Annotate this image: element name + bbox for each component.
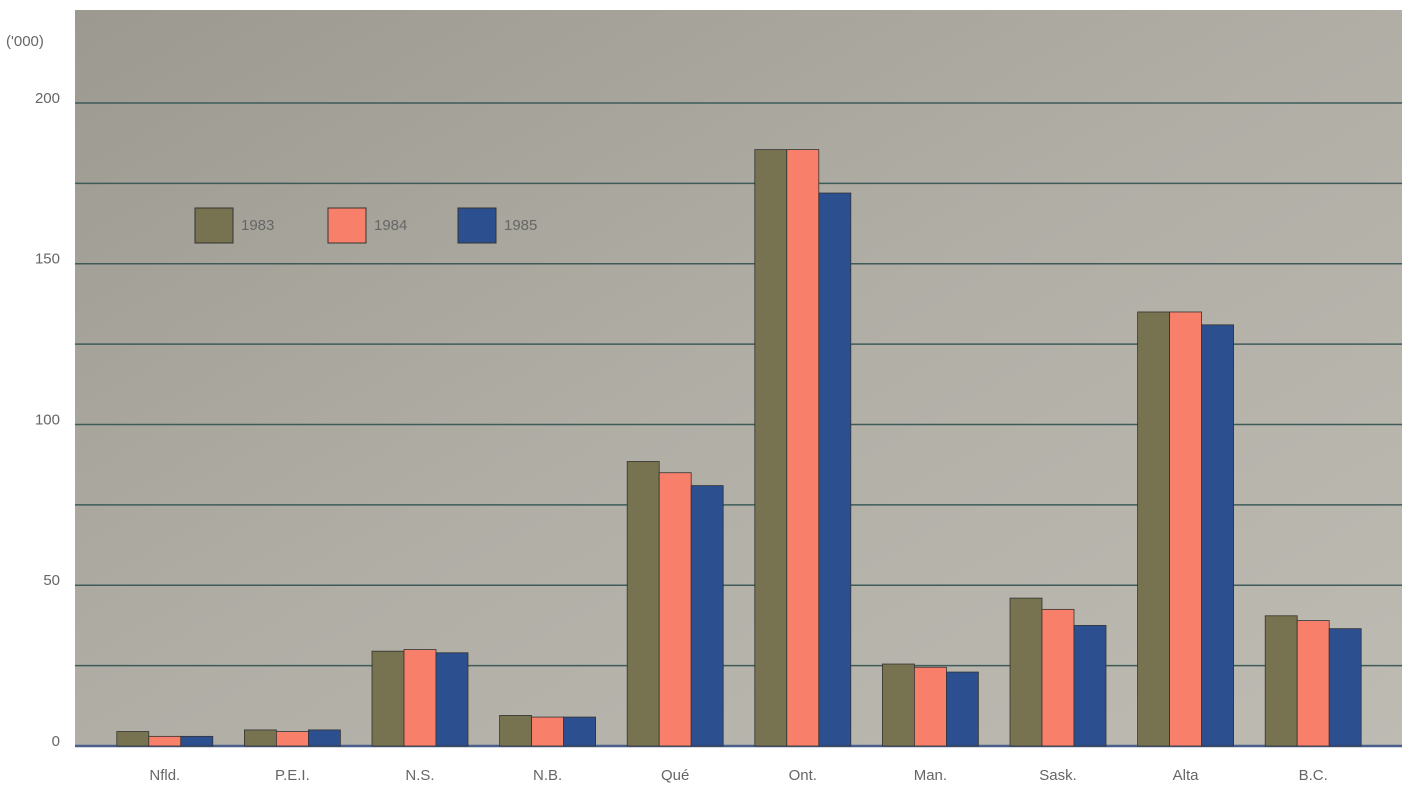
bar xyxy=(946,671,979,747)
bar xyxy=(499,715,533,747)
legend-swatch xyxy=(457,207,497,244)
bar xyxy=(116,731,150,747)
x-tick-label: N.S. xyxy=(405,767,434,784)
bar xyxy=(1264,615,1298,747)
y-tick-label: 50 xyxy=(43,572,60,589)
bar xyxy=(435,652,469,747)
bar xyxy=(882,663,915,747)
bar xyxy=(818,192,852,747)
bar xyxy=(626,461,660,747)
bar xyxy=(754,149,788,747)
legend-swatch xyxy=(327,207,367,244)
bar xyxy=(914,666,947,747)
legend-swatch xyxy=(194,207,234,244)
x-tick-label: N.B. xyxy=(533,767,562,784)
y-tick-label: 150 xyxy=(35,251,60,268)
bar xyxy=(563,716,596,747)
bar xyxy=(148,735,182,747)
bar xyxy=(658,472,692,747)
y-tick-label: 100 xyxy=(35,411,60,428)
bar xyxy=(1041,608,1075,747)
bar xyxy=(307,729,341,747)
x-tick-label: Nfld. xyxy=(149,767,180,784)
bar xyxy=(1073,625,1107,747)
legend-label: 1985 xyxy=(504,217,537,234)
legend-label: 1984 xyxy=(374,217,407,234)
y-tick-label: 0 xyxy=(52,733,60,750)
x-tick-label: Ont. xyxy=(789,767,817,784)
bar xyxy=(690,485,724,747)
bar xyxy=(403,649,437,747)
bar xyxy=(531,716,564,747)
x-tick-label: Sask. xyxy=(1039,767,1077,784)
y-tick-label: 200 xyxy=(35,90,60,107)
bar xyxy=(180,735,214,747)
x-tick-label: P.E.I. xyxy=(275,767,310,784)
x-tick-label: Qué xyxy=(661,767,689,784)
bar xyxy=(1296,620,1330,747)
x-tick-label: Man. xyxy=(914,767,947,784)
bar xyxy=(1169,311,1202,747)
bar xyxy=(371,650,405,747)
unit-label: ('000) xyxy=(6,33,44,50)
x-tick-label: Alta xyxy=(1173,767,1200,784)
bar xyxy=(786,149,820,747)
bar xyxy=(275,731,309,747)
bar xyxy=(1328,628,1362,747)
bar xyxy=(243,729,277,747)
x-tick-label: B.C. xyxy=(1299,767,1328,784)
bar xyxy=(1137,311,1170,747)
bar xyxy=(1009,597,1043,747)
bar xyxy=(1201,324,1234,747)
legend-label: 1983 xyxy=(241,217,274,234)
